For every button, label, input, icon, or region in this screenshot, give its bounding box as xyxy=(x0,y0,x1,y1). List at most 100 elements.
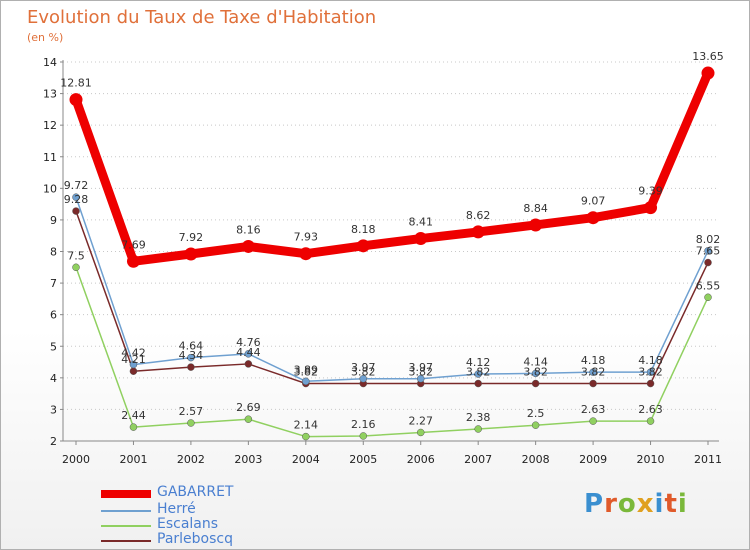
data-label: 7.92 xyxy=(179,231,204,244)
data-label: 3.82 xyxy=(466,366,491,379)
data-point xyxy=(72,193,80,201)
data-label: 2.27 xyxy=(408,414,433,427)
y-tick-label: 4 xyxy=(50,372,57,385)
x-tick-label: 2000 xyxy=(62,453,90,466)
data-label: 6.55 xyxy=(696,279,721,292)
data-point xyxy=(187,353,195,362)
data-point xyxy=(126,254,140,268)
logo-letter: P xyxy=(584,489,605,519)
data-label: 4.18 xyxy=(638,354,663,367)
x-tick-label: 2010 xyxy=(637,453,665,466)
logo-letter: r xyxy=(604,489,618,519)
data-point xyxy=(474,425,482,433)
y-tick-label: 7 xyxy=(50,277,57,290)
data-label: 4.12 xyxy=(466,356,491,369)
data-label: 4.76 xyxy=(236,336,261,349)
data-point xyxy=(586,211,600,225)
x-tick-label: 2007 xyxy=(464,453,492,466)
data-point xyxy=(244,360,253,368)
data-label: 9.39 xyxy=(638,185,663,198)
data-label: 2.57 xyxy=(179,405,204,418)
data-label: 3.97 xyxy=(351,361,376,374)
y-tick-label: 5 xyxy=(50,340,57,353)
data-label: 7.5 xyxy=(67,249,85,262)
data-label: 13.65 xyxy=(692,50,724,63)
x-tick-label: 2011 xyxy=(694,453,722,466)
data-label: 4.44 xyxy=(236,346,261,359)
data-point xyxy=(471,225,485,239)
data-label: 9.72 xyxy=(64,179,89,192)
chart-subtitle: (en %) xyxy=(27,31,64,44)
data-label: 2.69 xyxy=(236,401,261,414)
x-tick-label: 2001 xyxy=(119,453,147,466)
x-tick-label: 2008 xyxy=(522,453,550,466)
data-label: 4.34 xyxy=(179,349,204,362)
data-label: 3.82 xyxy=(638,366,663,379)
data-label: 9.28 xyxy=(64,193,89,206)
data-label: 8.02 xyxy=(696,233,721,246)
y-tick-label: 14 xyxy=(43,56,57,69)
data-label: 12.81 xyxy=(60,77,92,90)
y-tick-label: 6 xyxy=(50,309,57,322)
y-tick-label: 3 xyxy=(50,403,57,416)
data-point xyxy=(359,375,368,383)
data-label: 8.41 xyxy=(408,216,433,229)
data-point xyxy=(474,379,482,388)
series-line-escalans xyxy=(75,267,709,438)
data-point xyxy=(589,379,597,388)
data-point xyxy=(72,263,80,272)
data-point xyxy=(704,293,712,302)
y-tick-label: 9 xyxy=(50,214,57,227)
legend-swatch xyxy=(101,490,151,498)
data-label: 2.14 xyxy=(294,419,319,432)
data-label: 2.44 xyxy=(121,409,146,422)
data-label: 4.42 xyxy=(121,347,146,360)
data-label: 3.82 xyxy=(408,366,433,379)
data-point xyxy=(589,368,597,376)
data-point xyxy=(302,432,310,441)
logo-letter: i xyxy=(654,489,665,519)
data-point xyxy=(187,363,195,371)
data-label: 4.14 xyxy=(523,355,548,368)
data-label: 3.82 xyxy=(581,366,606,379)
x-tick-label: 2006 xyxy=(407,453,435,466)
legend-swatch xyxy=(101,525,151,527)
y-tick-label: 13 xyxy=(43,88,57,101)
data-label: 9.07 xyxy=(581,195,606,208)
legend-swatch xyxy=(101,510,151,512)
data-point xyxy=(302,377,310,386)
y-tick-label: 8 xyxy=(50,246,57,259)
logo-letter: x xyxy=(636,489,655,519)
data-point xyxy=(299,247,313,261)
logo-letter: t xyxy=(664,489,678,519)
data-label: 4.21 xyxy=(121,353,146,366)
legend-swatch xyxy=(101,540,151,542)
data-point xyxy=(646,368,655,376)
series-line-parleboscq xyxy=(75,210,709,385)
data-label: 4.64 xyxy=(179,340,204,353)
data-point xyxy=(356,239,370,253)
series-layer xyxy=(69,66,715,441)
data-point xyxy=(589,417,597,425)
data-point xyxy=(184,247,198,261)
data-point xyxy=(414,232,428,246)
data-point xyxy=(187,419,195,427)
data-point xyxy=(701,66,715,80)
data-point xyxy=(69,93,83,107)
data-point xyxy=(531,421,540,429)
y-tick-label: 12 xyxy=(43,119,57,132)
y-tick-label: 11 xyxy=(43,151,57,164)
data-label: 3.97 xyxy=(408,361,433,374)
chart-title: Evolution du Taux de Taxe d'Habitation xyxy=(27,7,377,28)
legend-label: Escalans xyxy=(157,516,219,532)
data-point xyxy=(474,370,482,378)
axes: 2 3 4 5 6 7 8 9 10 11 12 13 14 2000 2001 2002 2003 2004 20… xyxy=(43,56,722,466)
data-point xyxy=(529,218,543,232)
data-point xyxy=(416,375,425,383)
y-tick-label: 10 xyxy=(43,182,57,195)
data-label: 3.82 xyxy=(294,366,319,379)
data-label: 8.16 xyxy=(236,223,261,236)
data-point xyxy=(416,428,425,437)
data-point xyxy=(359,432,368,440)
